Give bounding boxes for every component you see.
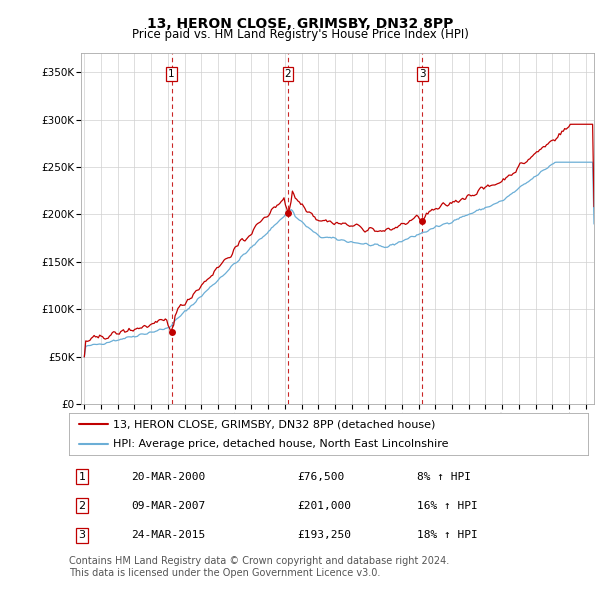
Text: 16% ↑ HPI: 16% ↑ HPI — [417, 501, 478, 511]
Text: 1: 1 — [79, 471, 85, 481]
Text: 2: 2 — [79, 501, 86, 511]
Text: 3: 3 — [419, 69, 425, 79]
Text: 09-MAR-2007: 09-MAR-2007 — [131, 501, 206, 511]
Text: £193,250: £193,250 — [298, 530, 352, 540]
Text: £76,500: £76,500 — [298, 471, 344, 481]
Text: 24-MAR-2015: 24-MAR-2015 — [131, 530, 206, 540]
Text: HPI: Average price, detached house, North East Lincolnshire: HPI: Average price, detached house, Nort… — [113, 439, 449, 449]
Text: 13, HERON CLOSE, GRIMSBY, DN32 8PP: 13, HERON CLOSE, GRIMSBY, DN32 8PP — [147, 17, 453, 31]
Text: 8% ↑ HPI: 8% ↑ HPI — [417, 471, 471, 481]
Text: Price paid vs. HM Land Registry's House Price Index (HPI): Price paid vs. HM Land Registry's House … — [131, 28, 469, 41]
Text: £201,000: £201,000 — [298, 501, 352, 511]
Text: 18% ↑ HPI: 18% ↑ HPI — [417, 530, 478, 540]
Text: 20-MAR-2000: 20-MAR-2000 — [131, 471, 206, 481]
Text: Contains HM Land Registry data © Crown copyright and database right 2024.: Contains HM Land Registry data © Crown c… — [69, 556, 449, 566]
Text: 3: 3 — [79, 530, 85, 540]
Text: 2: 2 — [285, 69, 292, 79]
Text: 13, HERON CLOSE, GRIMSBY, DN32 8PP (detached house): 13, HERON CLOSE, GRIMSBY, DN32 8PP (deta… — [113, 419, 436, 430]
Text: This data is licensed under the Open Government Licence v3.0.: This data is licensed under the Open Gov… — [69, 568, 380, 578]
Text: 1: 1 — [168, 69, 175, 79]
